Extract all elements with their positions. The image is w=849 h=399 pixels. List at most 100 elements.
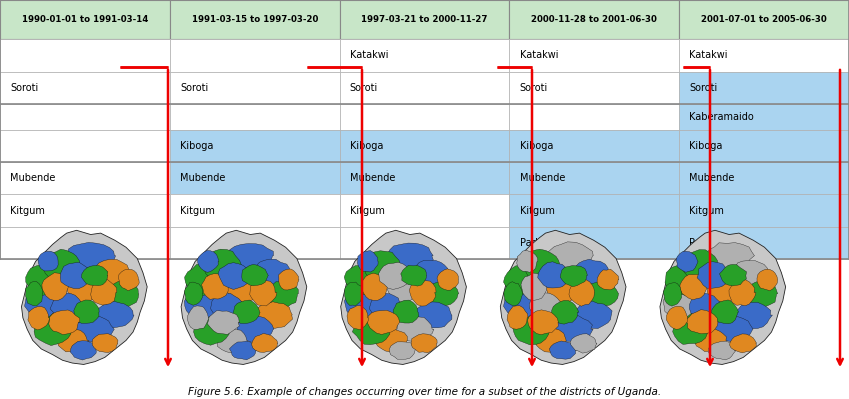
Text: Mubende: Mubende (10, 173, 55, 183)
Bar (0, 104, 170, 130)
Polygon shape (95, 301, 134, 328)
Text: Katakwi: Katakwi (350, 50, 388, 60)
Polygon shape (535, 328, 566, 353)
Bar (170, 104, 340, 130)
Text: Katakwi: Katakwi (689, 50, 728, 60)
Polygon shape (513, 314, 550, 345)
Polygon shape (707, 277, 739, 302)
Polygon shape (412, 260, 451, 285)
Text: Mubende: Mubende (180, 173, 225, 183)
Polygon shape (549, 341, 576, 359)
Polygon shape (560, 265, 588, 287)
Bar (679, 39, 849, 71)
Bar (340, 227, 509, 259)
Polygon shape (367, 310, 400, 334)
Bar (170, 71, 340, 104)
Bar (170, 130, 340, 162)
Polygon shape (711, 300, 739, 324)
Bar (170, 227, 340, 259)
Polygon shape (379, 262, 411, 289)
Bar (509, 39, 679, 71)
Polygon shape (375, 328, 408, 352)
Polygon shape (58, 329, 89, 352)
Polygon shape (251, 334, 278, 352)
Polygon shape (689, 293, 721, 320)
Text: Mubende: Mubende (689, 173, 734, 183)
Bar (340, 162, 509, 194)
Polygon shape (198, 251, 219, 273)
Polygon shape (697, 262, 729, 288)
Text: Soroti: Soroti (180, 83, 208, 93)
Polygon shape (109, 280, 138, 308)
Polygon shape (345, 288, 376, 319)
Polygon shape (416, 302, 452, 328)
Polygon shape (60, 262, 92, 288)
Polygon shape (665, 265, 701, 296)
Polygon shape (42, 273, 70, 300)
Text: 1990-01-01 to 1991-03-14: 1990-01-01 to 1991-03-14 (22, 15, 148, 24)
Bar (0, 71, 170, 104)
Polygon shape (660, 230, 785, 364)
Polygon shape (364, 251, 401, 282)
Polygon shape (25, 282, 42, 306)
Text: Kitgum: Kitgum (180, 205, 215, 215)
Text: Soroti: Soroti (520, 83, 548, 93)
Polygon shape (517, 250, 537, 272)
Polygon shape (25, 265, 63, 295)
Polygon shape (344, 264, 382, 294)
Polygon shape (91, 279, 117, 305)
Bar (0, 227, 170, 259)
Text: Soroti: Soroti (10, 83, 38, 93)
Polygon shape (278, 269, 299, 290)
Polygon shape (67, 277, 100, 303)
Polygon shape (666, 306, 688, 329)
Polygon shape (38, 251, 58, 271)
Bar (509, 162, 679, 194)
Bar (0, 162, 170, 194)
Text: Figure 5.6: Example of changes occurring over time for a subset of the districts: Figure 5.6: Example of changes occurring… (188, 387, 661, 397)
Polygon shape (227, 277, 259, 302)
Polygon shape (555, 316, 593, 343)
Polygon shape (184, 264, 222, 296)
Polygon shape (233, 300, 260, 324)
Bar (509, 104, 679, 130)
Polygon shape (362, 273, 387, 300)
Bar (679, 162, 849, 194)
Bar (0, 130, 170, 162)
Polygon shape (369, 293, 402, 320)
Bar (679, 104, 849, 130)
Polygon shape (705, 243, 755, 269)
Polygon shape (597, 269, 619, 290)
Text: Kitgum: Kitgum (10, 205, 45, 215)
Bar (340, 71, 509, 104)
Polygon shape (500, 230, 626, 364)
Polygon shape (425, 280, 458, 306)
Polygon shape (680, 275, 707, 300)
Polygon shape (708, 341, 736, 360)
Polygon shape (345, 282, 363, 306)
Polygon shape (194, 314, 230, 345)
Polygon shape (527, 310, 559, 335)
Polygon shape (237, 316, 274, 343)
Polygon shape (503, 265, 543, 294)
Polygon shape (552, 300, 579, 324)
Bar (679, 194, 849, 227)
Polygon shape (503, 288, 537, 318)
Polygon shape (521, 273, 547, 300)
Polygon shape (676, 251, 698, 272)
Polygon shape (357, 251, 378, 272)
Text: Kitgum: Kitgum (689, 205, 724, 215)
Polygon shape (571, 334, 597, 353)
Bar (340, 0, 509, 39)
Polygon shape (393, 300, 419, 323)
Polygon shape (401, 265, 426, 286)
Bar (509, 227, 679, 259)
Polygon shape (119, 269, 139, 290)
Polygon shape (74, 300, 99, 323)
Polygon shape (694, 329, 727, 352)
Text: 2001-07-01 to 2005-06-30: 2001-07-01 to 2005-06-30 (701, 15, 827, 24)
Text: Soroti: Soroti (350, 83, 378, 93)
Polygon shape (575, 301, 612, 328)
Bar (340, 39, 509, 71)
Text: 1997-03-21 to 2000-11-27: 1997-03-21 to 2000-11-27 (362, 15, 487, 24)
